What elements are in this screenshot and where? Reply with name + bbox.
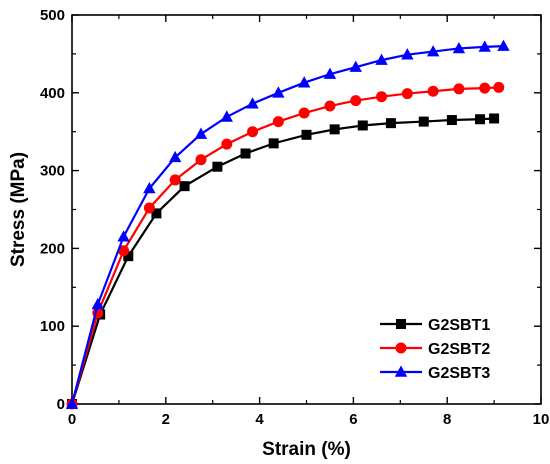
data-point bbox=[324, 100, 336, 112]
data-point bbox=[194, 127, 208, 139]
legend-label: G2SBT3 bbox=[428, 365, 490, 382]
data-point bbox=[220, 110, 233, 122]
data-point bbox=[357, 120, 368, 131]
data-point bbox=[212, 161, 223, 172]
y-tick-label: 100 bbox=[40, 318, 65, 335]
data-point bbox=[298, 107, 310, 119]
y-tick-label: 400 bbox=[40, 85, 65, 102]
legend-label: G2SBT2 bbox=[428, 341, 490, 358]
data-point bbox=[418, 116, 429, 127]
data-point bbox=[453, 83, 465, 95]
data-point bbox=[350, 95, 362, 107]
data-point bbox=[493, 81, 505, 93]
y-tick-label: 200 bbox=[40, 240, 65, 257]
data-point bbox=[329, 124, 340, 135]
data-point bbox=[349, 60, 362, 72]
data-point bbox=[401, 88, 413, 100]
data-point bbox=[489, 113, 500, 124]
data-point bbox=[376, 91, 388, 103]
y-axis-title: Stress (MPa) bbox=[8, 152, 29, 267]
data-point bbox=[123, 251, 134, 262]
y-tick-label: 500 bbox=[40, 7, 65, 24]
legend-entry: G2SBT1 bbox=[380, 317, 490, 334]
data-point bbox=[143, 181, 156, 194]
data-point bbox=[65, 397, 79, 409]
data-point bbox=[301, 129, 312, 140]
data-point bbox=[323, 67, 337, 79]
data-series bbox=[65, 39, 510, 410]
legend-marker bbox=[396, 319, 406, 329]
data-point bbox=[497, 39, 510, 51]
data-point bbox=[272, 116, 284, 128]
legend-entry: G2SBT3 bbox=[380, 365, 490, 382]
data-point bbox=[247, 126, 259, 138]
data-point bbox=[91, 297, 104, 310]
data-point bbox=[401, 48, 414, 60]
series-g2sbt3 bbox=[65, 39, 510, 409]
legend-label: G2SBT1 bbox=[428, 317, 490, 334]
x-tick-label: 10 bbox=[533, 411, 550, 428]
data-point bbox=[452, 41, 466, 54]
data-point bbox=[446, 115, 457, 126]
data-point bbox=[426, 45, 440, 57]
legend-marker bbox=[394, 365, 408, 377]
x-tick-label: 8 bbox=[443, 411, 451, 428]
data-point bbox=[475, 114, 486, 125]
x-tick-label: 0 bbox=[68, 411, 76, 428]
legend-entry: G2SBT2 bbox=[380, 341, 490, 358]
data-point bbox=[118, 245, 130, 257]
legend: G2SBT1 G2SBT2 G2SBT3 bbox=[380, 317, 490, 382]
data-point bbox=[375, 53, 388, 65]
series-line bbox=[70, 117, 495, 405]
x-tick-label: 4 bbox=[255, 411, 264, 428]
data-point bbox=[143, 202, 155, 214]
data-point bbox=[479, 82, 491, 94]
data-point bbox=[151, 208, 162, 219]
data-point bbox=[169, 174, 181, 186]
data-point bbox=[246, 97, 259, 109]
x-axis-title: Strain (%) bbox=[262, 439, 351, 460]
data-point bbox=[297, 76, 311, 88]
series-line bbox=[70, 45, 504, 405]
data-point bbox=[240, 148, 251, 159]
data-point bbox=[272, 86, 285, 98]
series-g2sbt2 bbox=[66, 81, 505, 410]
legend-marker bbox=[395, 342, 407, 354]
data-point bbox=[195, 154, 207, 166]
data-point bbox=[268, 138, 279, 149]
data-point bbox=[478, 40, 491, 52]
data-point bbox=[168, 150, 182, 163]
x-tick-label: 6 bbox=[349, 411, 357, 428]
data-point bbox=[427, 85, 439, 97]
data-point bbox=[179, 181, 190, 192]
data-point bbox=[221, 138, 233, 150]
data-point bbox=[385, 118, 396, 129]
y-tick-label: 300 bbox=[40, 163, 65, 180]
y-tick-label: 0 bbox=[57, 396, 65, 413]
data-point bbox=[117, 230, 130, 242]
x-tick-label: 2 bbox=[162, 411, 170, 428]
